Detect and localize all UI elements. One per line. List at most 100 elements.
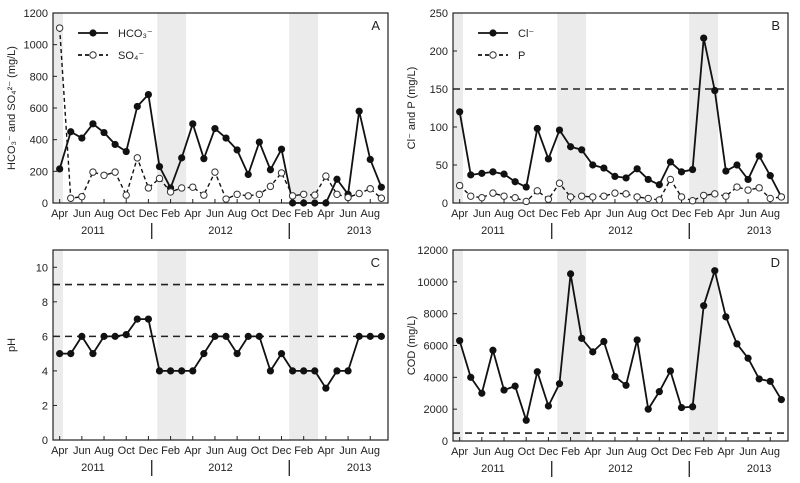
data-point xyxy=(78,332,86,340)
x-tick-label: Jun xyxy=(73,208,91,220)
data-point xyxy=(566,143,575,151)
data-point xyxy=(644,405,652,413)
legend-marker xyxy=(489,51,497,59)
data-point xyxy=(533,124,541,133)
data-point xyxy=(744,175,752,184)
data-point xyxy=(344,193,352,202)
x-tick-label: Jun xyxy=(206,208,224,220)
data-point xyxy=(67,350,75,358)
x-tick-label: Oct xyxy=(251,445,268,457)
panel-letter: A xyxy=(371,18,380,33)
x-tick-label: Dec xyxy=(672,446,692,458)
data-point xyxy=(766,377,774,385)
series-line-D-0 xyxy=(458,269,783,422)
data-point xyxy=(344,367,352,375)
data-point xyxy=(233,146,241,154)
plot-frame xyxy=(52,249,389,441)
data-point xyxy=(555,380,564,388)
series-line-B-1 xyxy=(459,178,782,203)
series-line-B-0 xyxy=(458,37,783,198)
data-point xyxy=(144,315,152,323)
data-point xyxy=(233,350,241,358)
data-point xyxy=(666,158,675,166)
data-point xyxy=(755,184,763,192)
data-point xyxy=(589,193,597,201)
x-tick-label: Aug xyxy=(94,445,114,457)
data-point xyxy=(299,190,308,198)
data-point xyxy=(89,168,97,176)
data-point xyxy=(300,199,308,207)
data-point xyxy=(266,367,275,375)
x-tick-label: Jun xyxy=(206,445,224,457)
data-point xyxy=(300,367,308,375)
y-tick-label: 800 xyxy=(30,71,48,83)
data-point xyxy=(544,402,552,410)
data-point xyxy=(755,375,763,383)
year-label: 2011 xyxy=(81,225,105,237)
data-point xyxy=(244,170,252,179)
data-point xyxy=(355,107,363,115)
data-point xyxy=(522,197,530,206)
legend-label: SO₄⁻ xyxy=(118,50,144,62)
data-point xyxy=(89,350,97,358)
panel-D: 0 2000 4000 6000 8000 10000 12000 COD (mg/L) D Ap… xyxy=(406,245,789,477)
data-point xyxy=(589,161,597,169)
y-tick-label: 2000 xyxy=(424,404,448,416)
x-tick-label: Apr xyxy=(184,445,201,457)
data-point xyxy=(566,270,575,278)
data-point xyxy=(355,189,363,198)
data-point xyxy=(122,331,130,339)
data-point xyxy=(211,332,219,340)
x-tick-label: Feb xyxy=(561,208,580,220)
year-label: 2013 xyxy=(347,225,371,237)
data-point xyxy=(755,152,763,160)
data-point xyxy=(633,336,641,344)
y-tick-label: 6 xyxy=(42,331,48,343)
data-point xyxy=(200,191,208,199)
data-point xyxy=(189,120,197,128)
x-tick-label: Dec xyxy=(672,208,692,220)
data-point xyxy=(456,337,464,345)
shaded-period xyxy=(557,13,587,203)
x-tick-label: Feb xyxy=(694,208,713,220)
shaded-period xyxy=(289,250,319,440)
data-point xyxy=(733,161,741,169)
data-point xyxy=(222,195,230,203)
x-tick-label: Feb xyxy=(561,446,580,458)
panel-A: 0 200 400 600 800 1000 1200 HCO₃⁻ and SO₄²⁻ (mg… xyxy=(6,8,389,239)
data-point xyxy=(622,174,630,182)
data-point xyxy=(533,187,542,195)
x-tick-label: Oct xyxy=(518,208,535,220)
data-point xyxy=(700,302,708,310)
data-point xyxy=(155,162,164,171)
data-point xyxy=(655,196,664,204)
shaded-period xyxy=(53,13,63,203)
data-point xyxy=(178,154,186,162)
y-tick-label: 200 xyxy=(30,166,48,178)
data-point xyxy=(711,190,719,198)
y-tick-label: 8000 xyxy=(424,309,448,321)
data-point xyxy=(289,199,297,207)
x-tick-label: Apr xyxy=(51,445,68,457)
x-tick-label: Dec xyxy=(272,208,292,220)
data-point xyxy=(700,34,708,42)
data-point xyxy=(611,189,619,197)
data-point xyxy=(111,168,119,176)
y-tick-label: 1000 xyxy=(24,40,48,52)
y-tick-label: 50 xyxy=(436,160,448,172)
data-point xyxy=(744,354,752,362)
data-point xyxy=(377,194,386,202)
data-point xyxy=(555,126,564,134)
data-point xyxy=(522,183,530,191)
y-tick-label: 250 xyxy=(430,8,448,20)
data-point xyxy=(456,108,464,116)
shaded-period xyxy=(53,250,63,440)
y-tick-label: 6000 xyxy=(424,341,448,353)
data-point xyxy=(566,193,575,201)
x-tick-label: Feb xyxy=(161,445,180,457)
data-point xyxy=(322,384,330,392)
data-point xyxy=(100,171,108,179)
y-tick-label: 4 xyxy=(42,366,48,378)
x-tick-label: Apr xyxy=(317,208,334,220)
